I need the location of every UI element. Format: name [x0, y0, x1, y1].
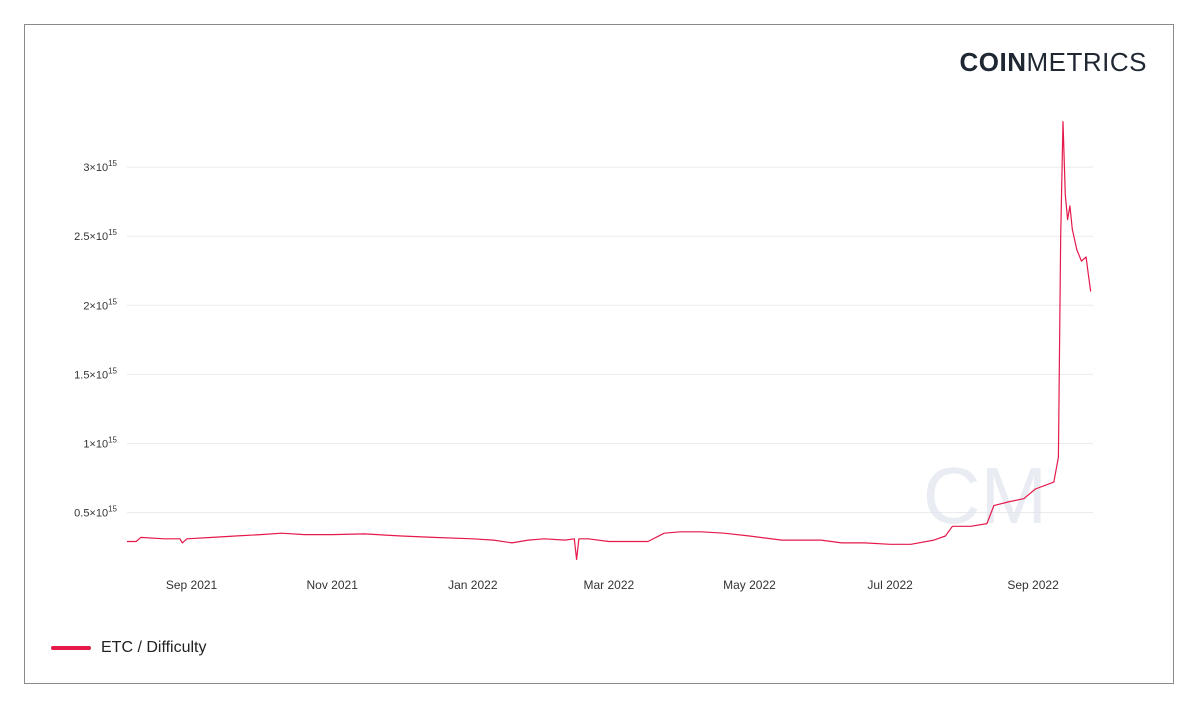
y-axis-labels: 0.5×1015 1×1015 1.5×1015 2×1015 2.5×1015 3×10… — [74, 159, 117, 519]
y-tick-label: 3×1015 — [83, 159, 117, 174]
chart-frame: COINMETRICS CM 0.5×1015 1×1015 1.5×1015 2×1… — [24, 24, 1174, 684]
y-tick-label: 1.5×1015 — [74, 366, 117, 381]
y-tick-label: 0.5×1015 — [74, 505, 117, 520]
x-tick-label: May 2022 — [723, 578, 776, 592]
x-tick-label: Sep 2022 — [1007, 578, 1059, 592]
legend-label: ETC / Difficulty — [101, 639, 207, 656]
legend-swatch — [51, 646, 91, 650]
x-axis-labels: Sep 2021 Nov 2021 Jan 2022 Mar 2022 May 2022… — [166, 578, 1059, 592]
difficulty-series-line[interactable] — [127, 121, 1092, 561]
x-tick-label: Jan 2022 — [448, 578, 498, 592]
logo-light-text: METRICS — [1026, 47, 1147, 77]
x-tick-label: Nov 2021 — [307, 578, 359, 592]
series-layer — [127, 121, 1092, 561]
grid-layer — [127, 166, 1093, 514]
logo-bold-text: COIN — [959, 47, 1027, 77]
x-tick-label: Sep 2021 — [166, 578, 218, 592]
y-tick-label: 1×1015 — [83, 435, 117, 450]
x-tick-label: Jul 2022 — [867, 578, 913, 592]
y-tick-label: 2×1015 — [83, 297, 117, 312]
difficulty-chart: CM 0.5×1015 1×1015 1.5×1015 2×1015 2.5×1015 3… — [74, 121, 1093, 592]
cm-watermark: CM — [923, 451, 1047, 540]
legend[interactable]: ETC / Difficulty — [51, 639, 207, 657]
coinmetrics-logo: COINMETRICS — [960, 47, 1148, 78]
y-tick-label: 2.5×1015 — [74, 228, 117, 243]
x-tick-label: Mar 2022 — [583, 578, 634, 592]
